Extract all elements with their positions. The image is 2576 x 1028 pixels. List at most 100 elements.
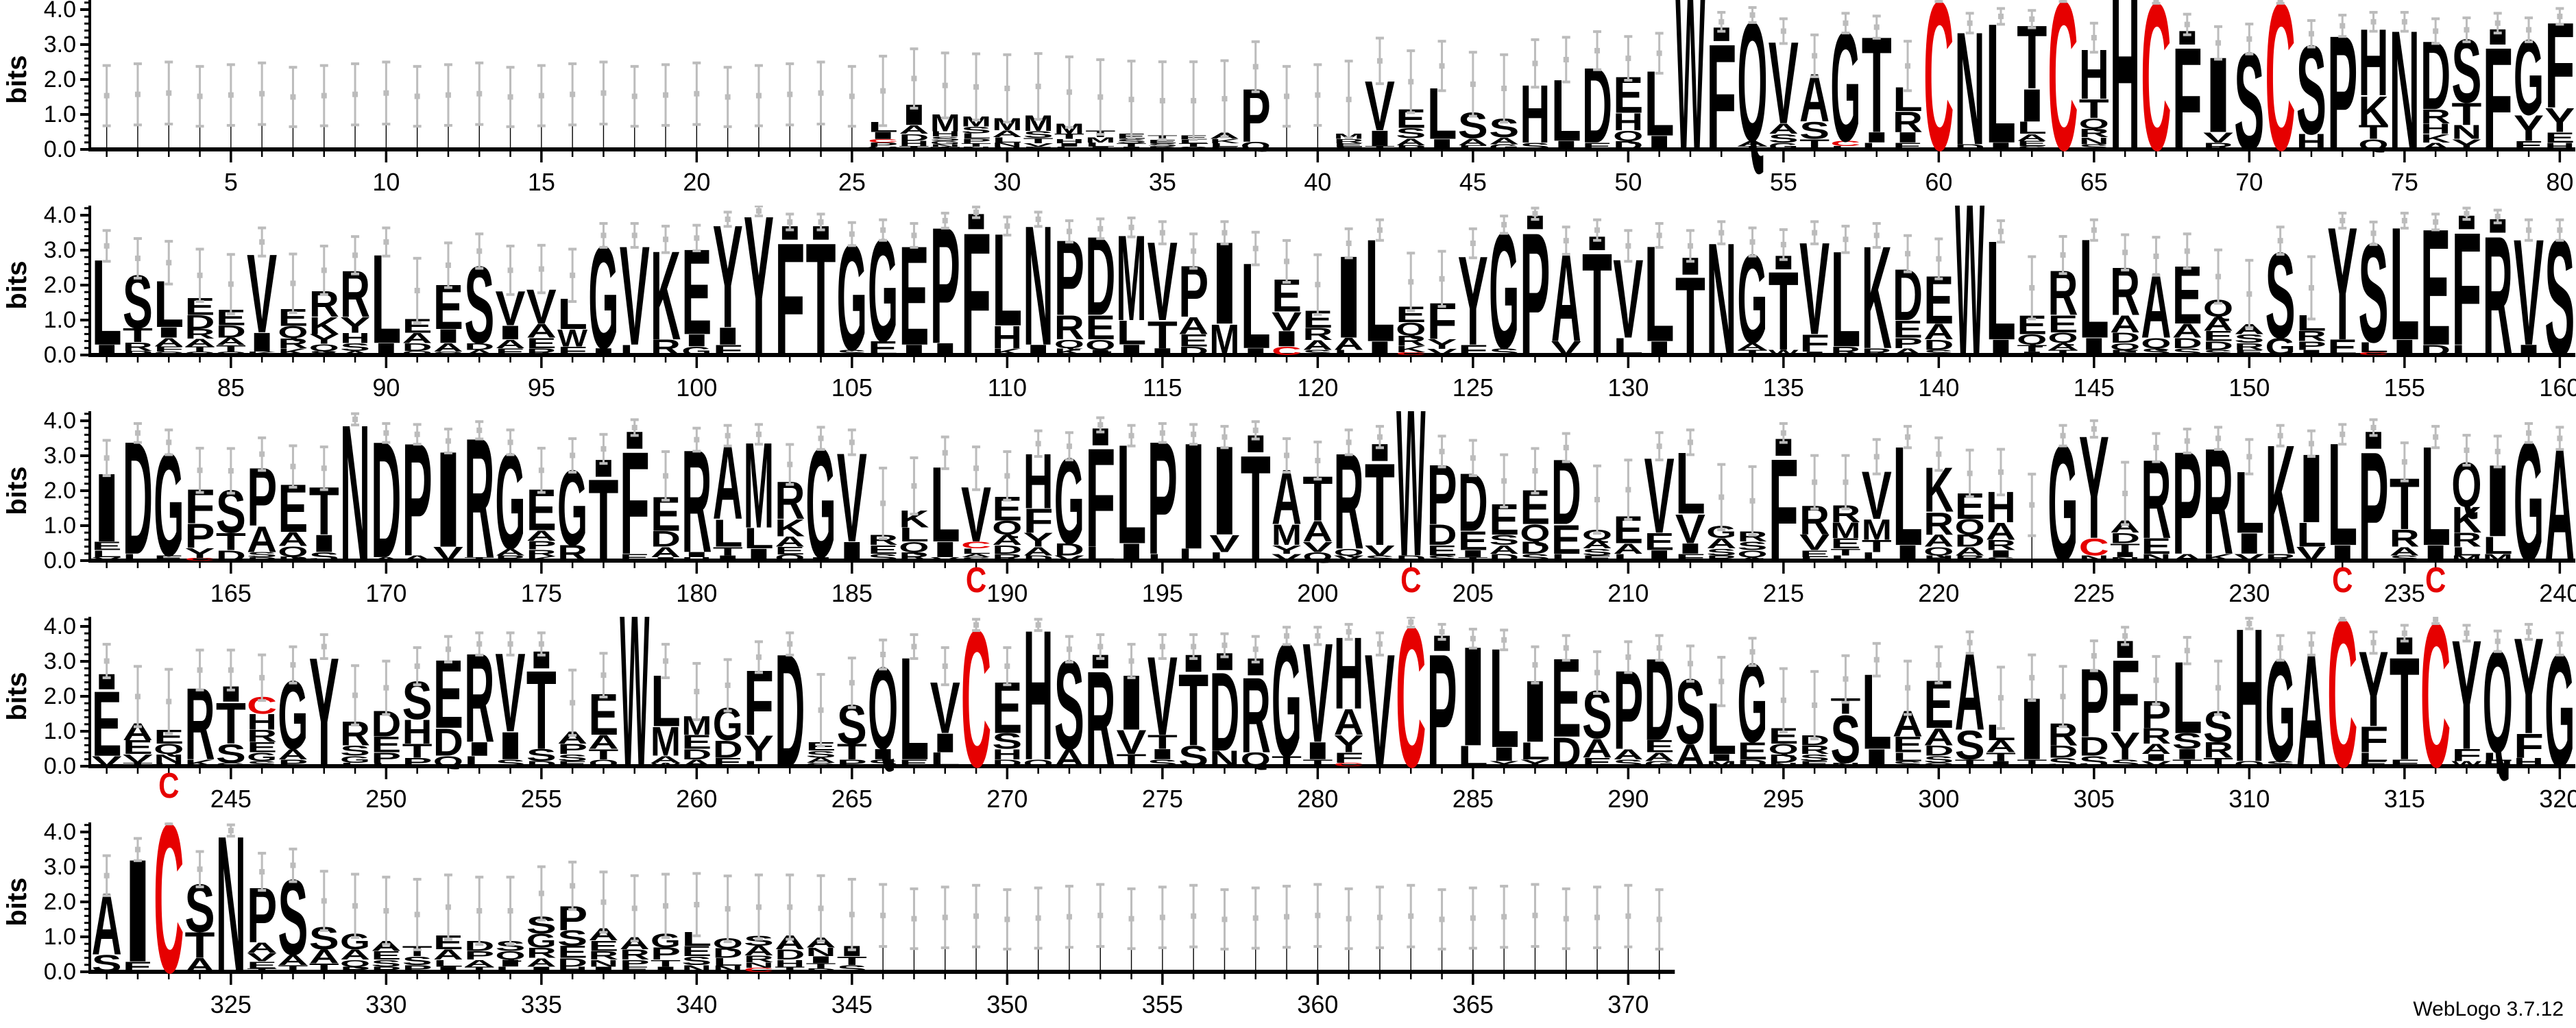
logo-letter: F — [775, 210, 805, 389]
error-bar — [1034, 52, 1043, 121]
error-bar — [568, 247, 577, 303]
error-bar — [2183, 12, 2191, 36]
logo-letter: H — [681, 556, 712, 562]
error-bar — [1965, 448, 1974, 498]
error-bar — [1220, 220, 1229, 245]
error-bar — [1375, 425, 1384, 450]
error-bar — [754, 640, 763, 674]
error-bar — [1624, 229, 1633, 263]
error-bar — [2307, 429, 2316, 458]
logo-letter: R — [2203, 738, 2233, 763]
logo-letter: L — [92, 548, 122, 559]
error-bar — [475, 232, 484, 270]
logo-letter: M — [651, 719, 681, 765]
logo-letter: R — [1830, 344, 1860, 358]
error-bar — [475, 631, 484, 657]
logo-letter: T — [185, 345, 215, 353]
logo-letter: Q — [1923, 544, 1954, 558]
y-tick-label: 4.0 — [44, 0, 76, 23]
logo-letter: A — [992, 129, 1022, 140]
error-bar — [630, 64, 639, 128]
logo-letter: Y — [1023, 529, 1054, 551]
logo-letter: I — [1893, 129, 1923, 145]
logo-letter: Q — [1054, 337, 1084, 351]
logo-letter: H — [557, 965, 587, 973]
logo-letter: D — [216, 548, 246, 564]
logo-letter: L — [2451, 342, 2481, 358]
error-bar — [940, 51, 949, 120]
logo-letter: S — [1706, 547, 1736, 558]
logo-letter: S — [1582, 547, 1612, 558]
logo-letter: F — [1458, 342, 1488, 358]
logo-letter: K — [992, 346, 1022, 357]
logo-letter: A — [340, 946, 370, 963]
x-axis: 245 250 255 260 265 270 275 280 285 290 295 300 305 3… — [88, 764, 2576, 813]
logo-letter: A — [247, 940, 277, 956]
error-bar — [443, 63, 452, 127]
x-axis: 325 330 335 340 345 350 355 360 365 370 — [88, 970, 1675, 1018]
y-axis: 0.0 1.0 2.0 3.0 4.0 bits — [2, 411, 91, 574]
logo-letter: Y — [184, 546, 215, 562]
error-bar — [630, 222, 639, 249]
logo-letter: E — [1085, 309, 1115, 347]
logo-letter: N — [806, 945, 836, 959]
logo-letter: R — [496, 554, 526, 562]
logo-letter: R — [1334, 138, 1364, 144]
error-bar — [1251, 420, 1260, 441]
error-bar — [1220, 632, 1229, 659]
logo-letter: A — [1582, 537, 1612, 551]
error-bar — [1034, 617, 1043, 633]
x-tick-label: 335 — [521, 990, 562, 1018]
error-bar — [2245, 258, 2254, 330]
residue-stacks: VPCILTHDAITNGSHMNTPLSMHNLAMEVTSMLIHTMILM… — [102, 0, 2575, 198]
logo-letter: C — [868, 138, 898, 144]
y-axis: 0.0 1.0 2.0 3.0 4.0 bits — [2, 617, 91, 779]
logo-letter: H — [899, 139, 929, 147]
y-tick-label: 2.0 — [44, 683, 76, 709]
logo-letter: A — [1489, 136, 1519, 147]
logo-letter: Y — [1334, 731, 1364, 758]
logo-letter: W — [557, 324, 588, 352]
error-bar — [351, 872, 360, 940]
x-axis: 5 10 15 20 25 30 35 40 45 50 55 60 65 70 75 80 — [88, 147, 2575, 196]
logo-letter: E — [1582, 755, 1612, 769]
error-bar — [1500, 53, 1509, 124]
logo-letter: A — [1334, 702, 1364, 744]
error-bar — [289, 444, 297, 489]
logo-letter: R — [2296, 328, 2326, 344]
logo-letter: S — [92, 950, 122, 977]
x-tick-label: 110 — [988, 374, 1027, 402]
logo-letter: V — [1427, 347, 1457, 357]
logo-letter: D — [1520, 538, 1550, 557]
y-tick-label: 2.0 — [44, 272, 76, 298]
error-bar — [879, 218, 888, 242]
error-bar — [1562, 36, 1570, 84]
error-bar — [2462, 206, 2471, 221]
error-bar — [102, 229, 111, 263]
logo-letter: H — [1023, 617, 1054, 799]
logo-letter: A — [2420, 140, 2451, 151]
logo-letter: A — [2203, 313, 2233, 335]
y-axis-title: bits — [2, 260, 32, 309]
below-axis-red-mark: C — [1400, 561, 1421, 600]
error-bar — [1437, 40, 1446, 93]
error-bar — [413, 256, 422, 325]
logo-letter: D — [1427, 519, 1457, 552]
logo-letter: I — [1117, 146, 1147, 150]
x-tick-label: 120 — [1297, 374, 1338, 402]
logo-letter: H — [992, 320, 1022, 355]
logo-letter: S — [1116, 138, 1146, 145]
error-bar — [1189, 423, 1198, 446]
error-bar — [289, 66, 297, 128]
logo-letter: T — [1117, 143, 1147, 148]
error-bar — [1189, 883, 1198, 949]
logo-letter: H — [402, 713, 433, 751]
logo-letter: E — [620, 965, 650, 973]
error-bar — [2525, 218, 2534, 242]
error-bar — [1437, 888, 1446, 951]
error-bar — [2152, 432, 2161, 463]
x-tick-label: 100 — [676, 374, 717, 402]
logo-letter: T — [123, 762, 153, 768]
logo-letter: T — [1365, 145, 1395, 151]
logo-letter: N — [154, 752, 184, 766]
